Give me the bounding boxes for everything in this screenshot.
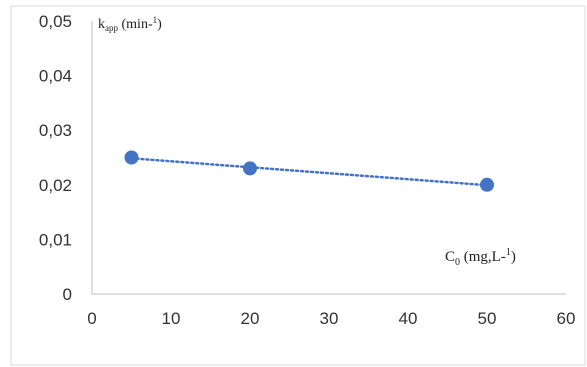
- x-tick-label: 10: [162, 309, 181, 328]
- y-axis-title-superscript: 1: [153, 15, 158, 25]
- y-axis-title: kapp (min-1): [98, 15, 162, 33]
- data-points: [124, 150, 494, 192]
- x-tick-label: 60: [557, 309, 576, 328]
- x-tick-label: 30: [320, 309, 339, 328]
- chart-frame: [10, 5, 586, 366]
- y-axis-title-base: k: [98, 17, 105, 32]
- y-axis-title-end: ): [157, 17, 162, 32]
- y-tick-label: 0: [63, 285, 72, 304]
- y-tick-label: 0,02: [39, 176, 72, 195]
- x-tick-label: 50: [478, 309, 497, 328]
- x-tick-label: 20: [241, 309, 260, 328]
- data-point: [243, 161, 257, 176]
- y-tick-label: 0,05: [39, 12, 72, 31]
- x-axis-title-end: ): [511, 249, 516, 265]
- x-axis-title-superscript: 1: [506, 247, 511, 258]
- data-point: [124, 150, 139, 165]
- x-tick-label: 40: [399, 309, 418, 328]
- y-tick-label: 0,04: [39, 67, 72, 86]
- x-axis-title-unit: (mg,L-: [460, 249, 506, 265]
- y-axis-title-subscript: app: [105, 23, 118, 33]
- x-tick-label: 0: [87, 309, 96, 328]
- trendlines: [130, 157, 489, 187]
- data-point: [480, 177, 494, 192]
- trendline: [130, 157, 489, 187]
- y-axis-title-unit: (min-: [118, 17, 153, 32]
- x-axis-title: C0 (mg,L-1): [445, 247, 516, 268]
- y-tick-label: 0,01: [39, 230, 72, 249]
- x-tick-labels: 0 10 20 30 40 50 60: [87, 309, 575, 328]
- y-tick-label: 0,03: [39, 121, 72, 140]
- x-axis-title-subscript: 0: [455, 257, 460, 268]
- y-tick-labels: 0 0,01 0,02 0,03 0,04 0,05: [39, 12, 72, 304]
- x-axis-title-base: C: [445, 249, 455, 265]
